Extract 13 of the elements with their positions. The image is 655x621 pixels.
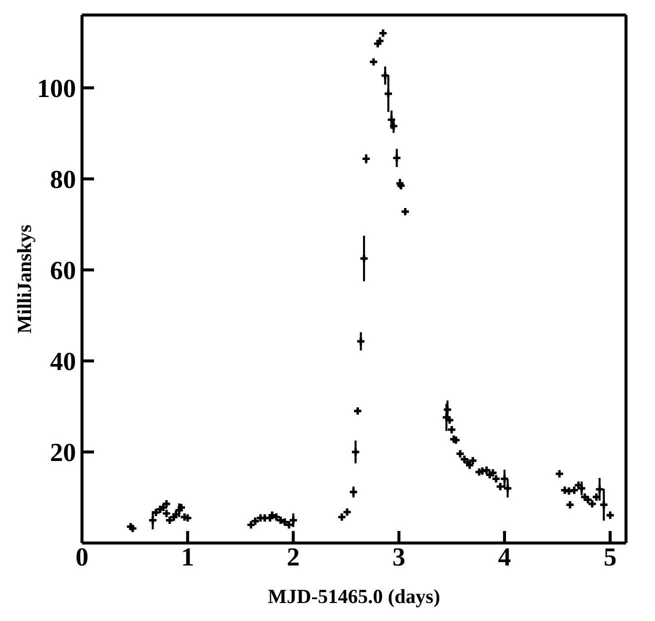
x-axis-title: MJD-51465.0 (days) <box>268 586 440 608</box>
y-tick-label: 20 <box>50 438 76 468</box>
y-tick-label: 80 <box>50 165 76 194</box>
y-tick-label: 60 <box>50 256 76 286</box>
y-tick-label: 100 <box>37 74 76 104</box>
y-tick-label: 40 <box>50 347 76 376</box>
x-tick-label: 0 <box>76 542 88 572</box>
y-axis-title: MilliJanskys <box>14 224 36 334</box>
x-tick-label: 4 <box>498 542 512 572</box>
x-tick-label: 1 <box>181 542 194 572</box>
x-tick-label: 3 <box>392 542 406 572</box>
x-tick-label: 5 <box>604 542 617 572</box>
x-tick-label: 2 <box>286 542 300 572</box>
